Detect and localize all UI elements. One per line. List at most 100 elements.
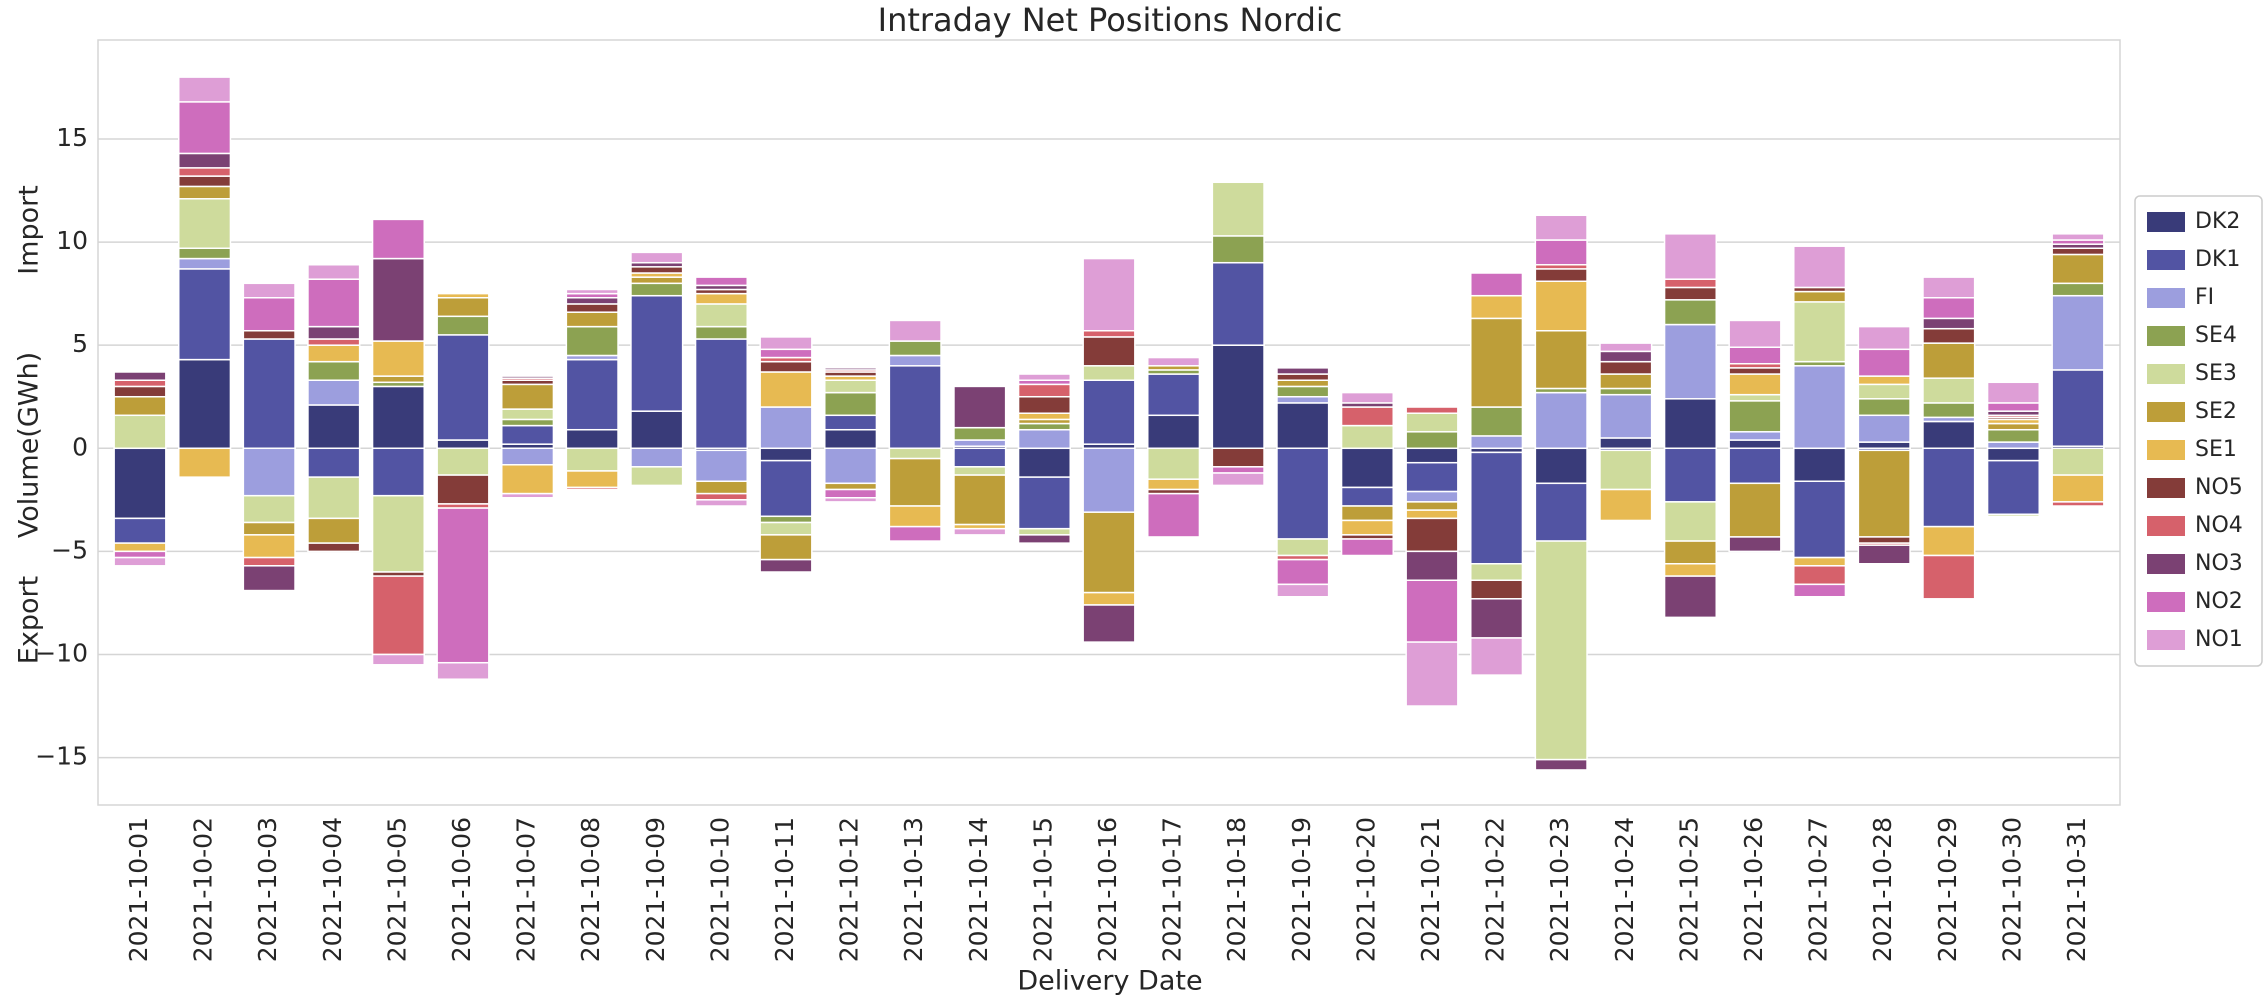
bar-segment bbox=[113, 550, 167, 559]
bar-segment bbox=[759, 515, 813, 524]
bar-segment bbox=[1534, 540, 1588, 761]
bar-segment bbox=[1663, 575, 1717, 619]
bar-segment bbox=[307, 264, 361, 280]
bar-segment bbox=[2051, 247, 2105, 256]
bar-segment bbox=[1793, 556, 1847, 567]
bar-segment bbox=[1986, 422, 2040, 431]
bar-segment bbox=[1534, 214, 1588, 241]
legend-label: SE2 bbox=[2195, 399, 2237, 424]
bar-segment bbox=[1470, 562, 1524, 581]
bar-segment bbox=[888, 525, 942, 542]
bar-segment bbox=[178, 257, 232, 270]
legend-swatch bbox=[2147, 516, 2185, 536]
x-tick-label: 2021-10-04 bbox=[318, 817, 347, 962]
bar-segment bbox=[1340, 424, 1394, 450]
bar-segment bbox=[694, 492, 748, 501]
legend-swatch bbox=[2147, 630, 2185, 650]
x-tick-label: 2021-10-03 bbox=[253, 817, 282, 962]
bar-segment bbox=[1793, 480, 1847, 559]
bar-segment bbox=[1470, 272, 1524, 297]
legend-swatch bbox=[2147, 364, 2185, 384]
bar-segment bbox=[694, 292, 748, 305]
bar-segment bbox=[436, 334, 490, 441]
bar-segment bbox=[1534, 239, 1588, 266]
bar-segment bbox=[178, 198, 232, 250]
bar-segment bbox=[1599, 373, 1653, 390]
bar-segment bbox=[953, 527, 1007, 536]
bar-segment bbox=[759, 371, 813, 408]
bar-segment bbox=[242, 296, 296, 332]
bar-segment bbox=[694, 325, 748, 340]
legend-label: NO4 bbox=[2195, 513, 2243, 538]
bar-segment bbox=[1082, 365, 1136, 381]
x-tick-label: 2021-10-26 bbox=[1739, 817, 1768, 962]
bar-segment bbox=[1470, 294, 1524, 320]
bar-segment bbox=[1922, 525, 1976, 557]
bar-segment bbox=[1728, 319, 1782, 348]
bar-segment bbox=[759, 406, 813, 450]
bar-segment bbox=[694, 338, 748, 450]
bar-segment bbox=[824, 414, 878, 431]
bar-segment bbox=[1147, 447, 1201, 480]
bar-segment bbox=[501, 492, 555, 499]
bar-segment bbox=[1470, 598, 1524, 639]
bar-segment bbox=[1857, 325, 1911, 351]
bar-segment bbox=[888, 354, 942, 367]
bar-segment bbox=[888, 447, 942, 460]
bar-segment bbox=[759, 447, 813, 462]
bar-segment bbox=[1534, 268, 1588, 283]
bar-segment bbox=[113, 542, 167, 553]
bar-segment bbox=[630, 282, 684, 297]
bar-segment bbox=[694, 480, 748, 495]
x-tick-label: 2021-10-27 bbox=[1804, 817, 1833, 962]
bar-segment bbox=[1728, 431, 1782, 441]
x-tick-label: 2021-10-08 bbox=[576, 817, 605, 962]
bar-segment bbox=[1728, 482, 1782, 538]
bar-segment bbox=[1276, 402, 1330, 450]
bar-segment bbox=[1663, 562, 1717, 577]
bar-segment bbox=[1211, 344, 1265, 450]
x-tick-label: 2021-10-13 bbox=[899, 817, 928, 962]
legend-box bbox=[2134, 195, 2263, 667]
bar-segment bbox=[1405, 490, 1459, 503]
bar-segment bbox=[630, 410, 684, 450]
legend-swatch bbox=[2147, 554, 2185, 574]
bar-segment bbox=[565, 486, 619, 491]
bar-segment bbox=[178, 185, 232, 200]
bar-segment bbox=[1986, 428, 2040, 443]
bar-segment bbox=[1534, 329, 1588, 390]
legend-swatch bbox=[2147, 592, 2185, 612]
x-tick-label: 2021-10-05 bbox=[382, 817, 411, 962]
bar-segment bbox=[113, 414, 167, 450]
bar-segment bbox=[1017, 373, 1071, 381]
x-tick-label: 2021-10-17 bbox=[1158, 817, 1187, 962]
bar-segment bbox=[178, 101, 232, 155]
bar-segment bbox=[1405, 641, 1459, 707]
bar-segment bbox=[1276, 385, 1330, 398]
bar-segment bbox=[1211, 181, 1265, 237]
bar-segment bbox=[307, 447, 361, 478]
bar-segment bbox=[242, 282, 296, 299]
bar-segment bbox=[1857, 536, 1911, 544]
bar-segment bbox=[1663, 323, 1717, 400]
bar-segment bbox=[501, 383, 555, 410]
y-tick-label: 0 bbox=[72, 432, 88, 461]
bar-segment bbox=[178, 247, 232, 260]
bar-segment bbox=[1147, 478, 1201, 491]
bar-segment bbox=[565, 447, 619, 472]
bar-segment bbox=[242, 521, 296, 536]
bar-segment bbox=[1017, 476, 1071, 530]
bar-segment bbox=[824, 391, 878, 417]
bar-segment bbox=[242, 338, 296, 450]
bar-segment bbox=[694, 449, 748, 483]
bar-segment bbox=[436, 661, 490, 680]
bar-segment bbox=[1534, 758, 1588, 771]
bar-segment bbox=[1017, 395, 1071, 414]
legend-label: FI bbox=[2195, 285, 2214, 310]
y-tick-label: 10 bbox=[56, 226, 88, 255]
bar-segment bbox=[1082, 336, 1136, 367]
bar-segment bbox=[178, 175, 232, 188]
legend-label: NO2 bbox=[2195, 589, 2243, 614]
bar-segment bbox=[307, 542, 361, 553]
bar-segment bbox=[1470, 451, 1524, 565]
